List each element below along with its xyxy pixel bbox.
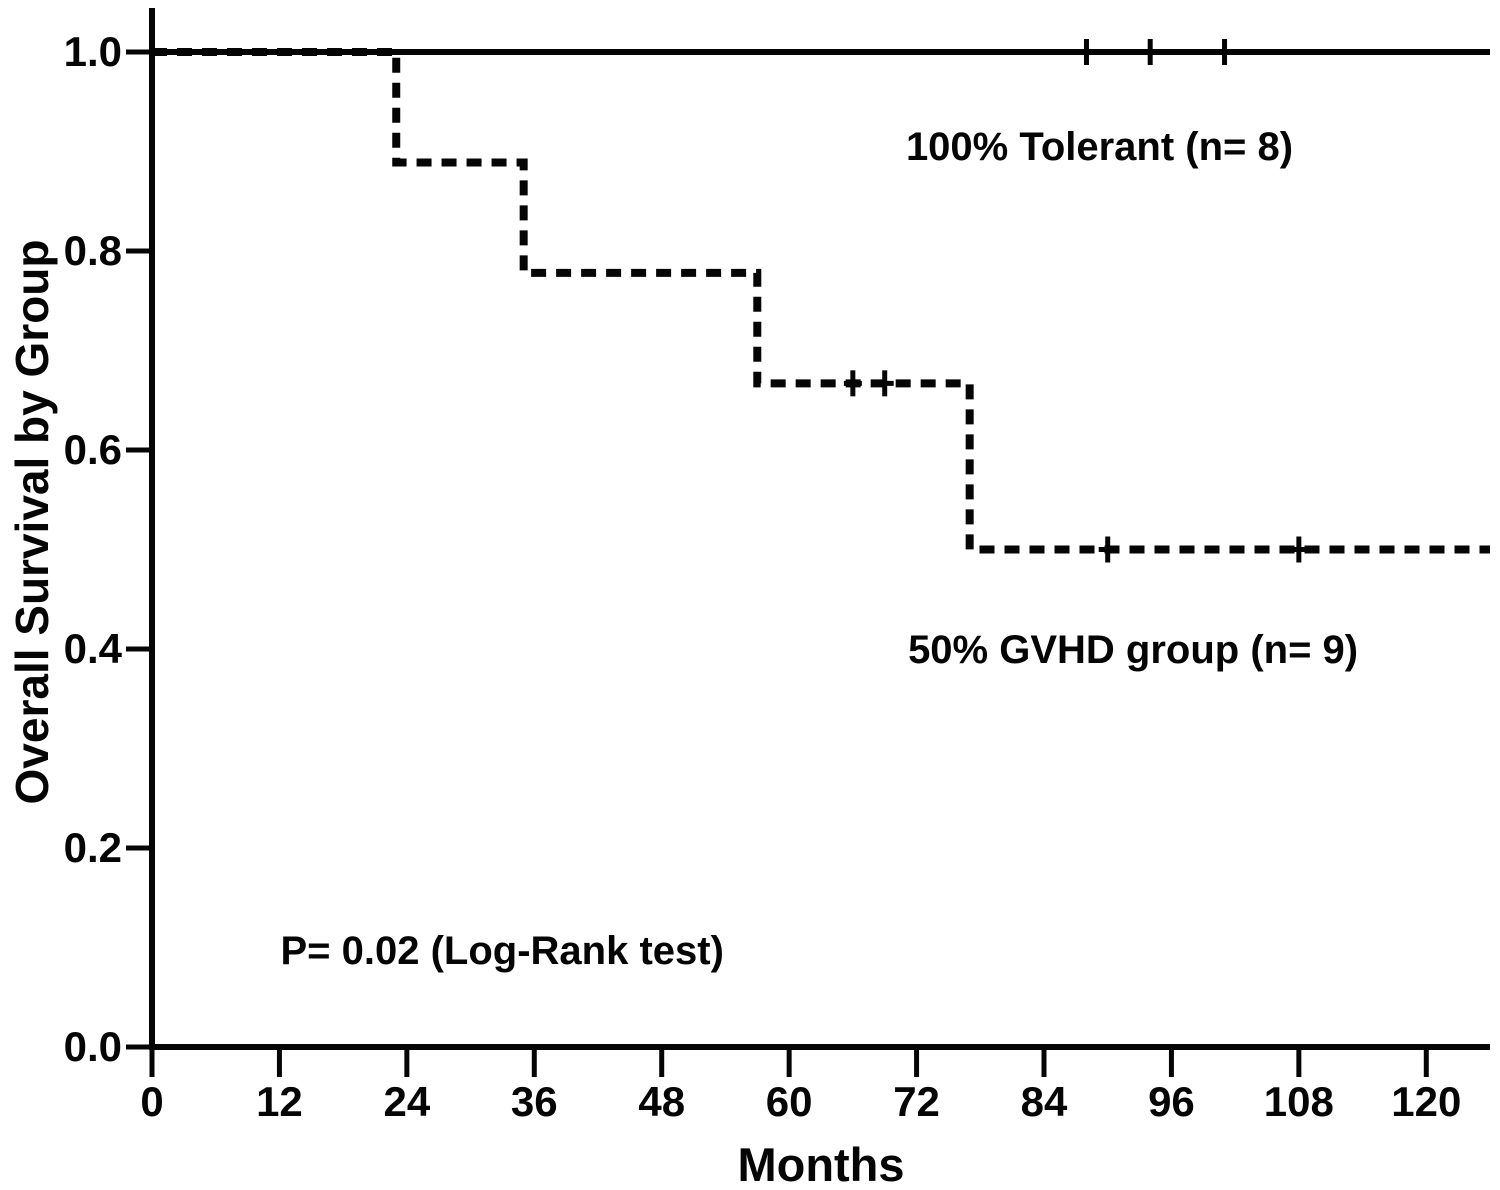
y-tick-label: 0.0 [63,1023,122,1070]
y-tick-label: 0.4 [63,625,122,672]
gvhd-curve-label: 50% GVHD group (n= 9) [908,627,1359,672]
x-tick-label: 0 [140,1078,164,1125]
x-tick-label: 84 [1020,1078,1068,1125]
x-tick-label: 12 [256,1078,303,1125]
y-tick-label: 0.2 [63,824,122,871]
p-value-label: P= 0.02 (Log-Rank test) [280,929,724,974]
tolerant-curve-label: 100% Tolerant (n= 8) [905,124,1294,169]
x-tick-label: 96 [1148,1078,1195,1125]
tolerant-curve [152,39,1490,65]
x-tick-label: 24 [383,1078,431,1125]
x-tick-label: 48 [638,1078,686,1125]
x-tick-label: 72 [893,1078,940,1125]
x-tick-label: 36 [510,1078,558,1125]
x-tick-label: 60 [765,1078,813,1125]
gvhd-curve [152,48,1490,563]
x-axis-title: Months [737,1138,905,1190]
tick-marks [126,49,1429,1077]
y-tick-label: 0.6 [63,426,122,473]
y-tick-label: 0.8 [63,227,122,274]
axes [149,8,1490,1050]
y-axis-title: Overall Survival by Group [6,239,58,805]
x-tick-label: 120 [1391,1078,1462,1125]
y-tick-label: 1.0 [63,28,122,75]
x-tick-label: 108 [1263,1078,1334,1125]
